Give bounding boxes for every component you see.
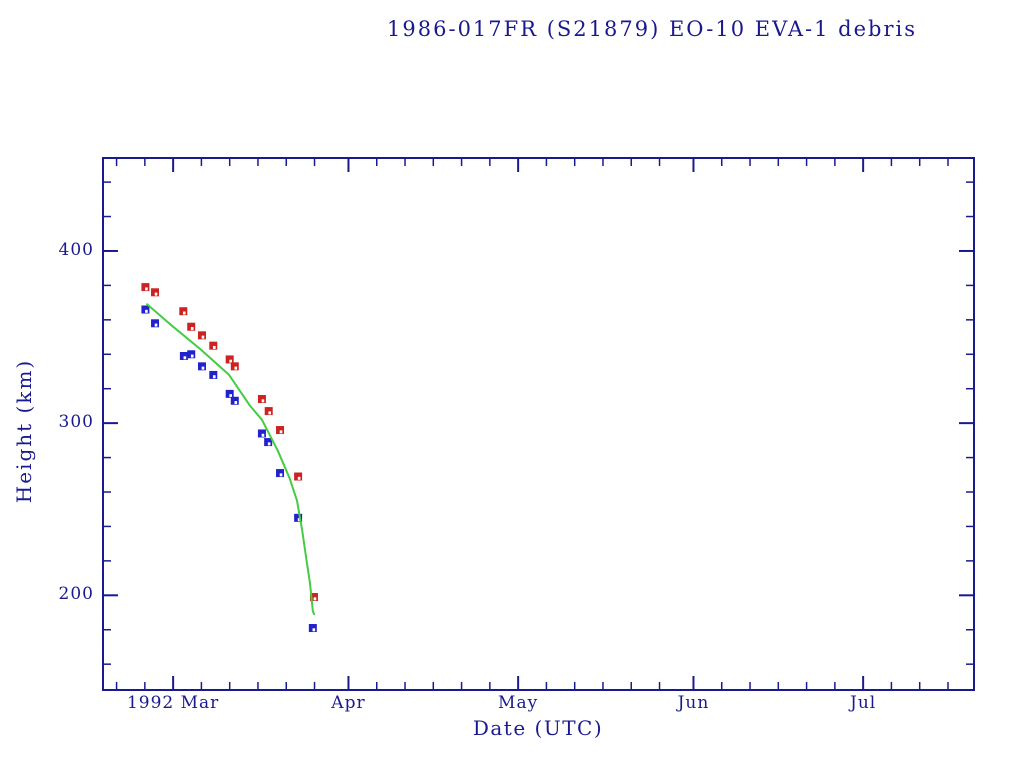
perigee-height-marker — [151, 319, 160, 328]
x-tick-label: Jul — [850, 693, 877, 713]
apogee-height-marker — [179, 307, 188, 316]
apogee-height-marker — [230, 362, 239, 371]
perigee-height-marker — [197, 362, 206, 371]
apogee-height-marker — [309, 593, 318, 602]
perigee-height-marker — [308, 624, 317, 633]
perigee-height-marker — [294, 513, 303, 522]
y-tick-label: 200 — [58, 584, 94, 605]
perigee-height-marker-dot — [234, 401, 238, 405]
perigee-height-marker-dot — [154, 323, 158, 327]
x-tick-label: 1992 Mar — [126, 693, 220, 713]
perigee-height-marker-dot — [229, 394, 232, 398]
x-tick-label: May — [498, 693, 539, 713]
y-tick-label: 300 — [58, 412, 94, 433]
apogee-height-marker-dot — [297, 476, 301, 480]
apogee-height-marker — [141, 283, 150, 292]
perigee-height-marker-dot — [201, 366, 205, 370]
perigee-height-marker-dot — [212, 375, 216, 379]
apogee-height-marker — [257, 395, 266, 404]
apogee-height-marker-dot — [212, 345, 216, 349]
apogee-height-marker-dot — [201, 335, 205, 339]
apogee-height-marker — [187, 322, 196, 331]
x-axis-label: Date (UTC) — [472, 716, 604, 740]
apogee-height-marker-dot — [313, 597, 317, 601]
perigee-height-marker — [179, 351, 188, 360]
apogee-height-marker — [294, 472, 303, 481]
perigee-height-marker-dot — [261, 433, 265, 437]
apogee-height-marker-dot — [234, 366, 238, 370]
perigee-height-marker — [257, 429, 266, 438]
chart-title: 1986-017FR (S21879) EO-10 EVA-1 debris — [387, 17, 917, 41]
perigee-height-marker-dot — [190, 354, 194, 358]
apogee-height-marker-dot — [190, 327, 194, 331]
perigee-height-marker-dot — [297, 518, 301, 522]
apogee-height-marker — [151, 288, 160, 297]
perigee-height-marker-dot — [145, 309, 148, 313]
apogee-height-marker — [276, 426, 285, 435]
perigee-height-marker — [225, 389, 234, 398]
plot-frame — [102, 157, 975, 691]
apogee-height-marker-dot — [154, 292, 158, 296]
y-tick-label: 400 — [58, 239, 94, 260]
apogee-height-marker — [225, 355, 234, 364]
perigee-height-marker-dot — [279, 473, 283, 477]
apogee-height-marker — [264, 407, 273, 416]
perigee-height-marker — [276, 469, 285, 478]
x-tick-label: Apr — [331, 693, 366, 713]
apogee-height-marker-dot — [261, 399, 265, 403]
apogee-height-marker-dot — [183, 311, 186, 315]
x-tick-label: Jun — [677, 693, 710, 713]
apogee-height-marker — [209, 341, 218, 350]
perigee-height-marker-dot — [312, 628, 316, 632]
perigee-height-marker-dot — [267, 442, 271, 446]
apogee-height-marker-dot — [279, 430, 283, 434]
apogee-height-marker-dot — [145, 287, 148, 291]
perigee-height-marker — [187, 350, 196, 359]
perigee-height-marker — [264, 438, 273, 447]
decay-fit-curve — [146, 303, 315, 616]
apogee-height-marker-dot — [268, 411, 272, 415]
perigee-height-marker — [209, 370, 218, 379]
apogee-height-marker — [197, 331, 206, 340]
perigee-height-marker — [141, 305, 150, 314]
apogee-height-marker-dot — [229, 359, 232, 363]
perigee-height-marker — [230, 396, 239, 405]
perigee-height-marker-dot — [183, 356, 187, 360]
